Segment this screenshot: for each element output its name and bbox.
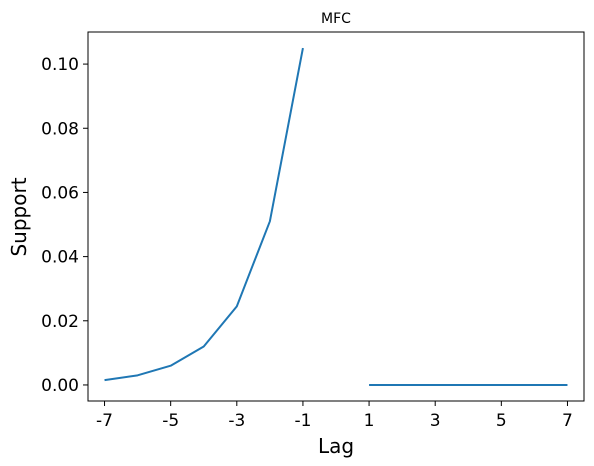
y-tick-label: 0.00 xyxy=(41,376,79,396)
y-tick-label: 0.06 xyxy=(41,183,79,203)
x-tick-label: 1 xyxy=(364,411,375,431)
x-tick-label: -7 xyxy=(96,411,113,431)
plot-area xyxy=(87,31,585,402)
y-axis: 0.00 0.02 0.04 0.06 0.08 0.10 xyxy=(41,55,88,396)
y-axis-title: Support xyxy=(7,177,31,256)
x-tick-label: 3 xyxy=(430,411,441,431)
y-tick-label: 0.08 xyxy=(41,119,79,139)
x-tick-label: -5 xyxy=(162,411,179,431)
x-axis: -7 -5 -3 -1 1 3 5 7 xyxy=(96,401,573,431)
y-tick-label: 0.04 xyxy=(41,248,79,268)
x-tick-label: -3 xyxy=(228,411,245,431)
series-line-segment xyxy=(104,47,304,382)
chart-title: MFC xyxy=(321,11,351,27)
x-axis-title: Lag xyxy=(318,434,354,458)
y-tick-label: 0.02 xyxy=(41,312,79,332)
x-tick-label: 5 xyxy=(496,411,507,431)
plot-frame xyxy=(87,31,585,402)
x-tick-label: -1 xyxy=(294,411,311,431)
y-tick-label: 0.10 xyxy=(41,55,79,75)
x-tick-label: 7 xyxy=(562,411,573,431)
